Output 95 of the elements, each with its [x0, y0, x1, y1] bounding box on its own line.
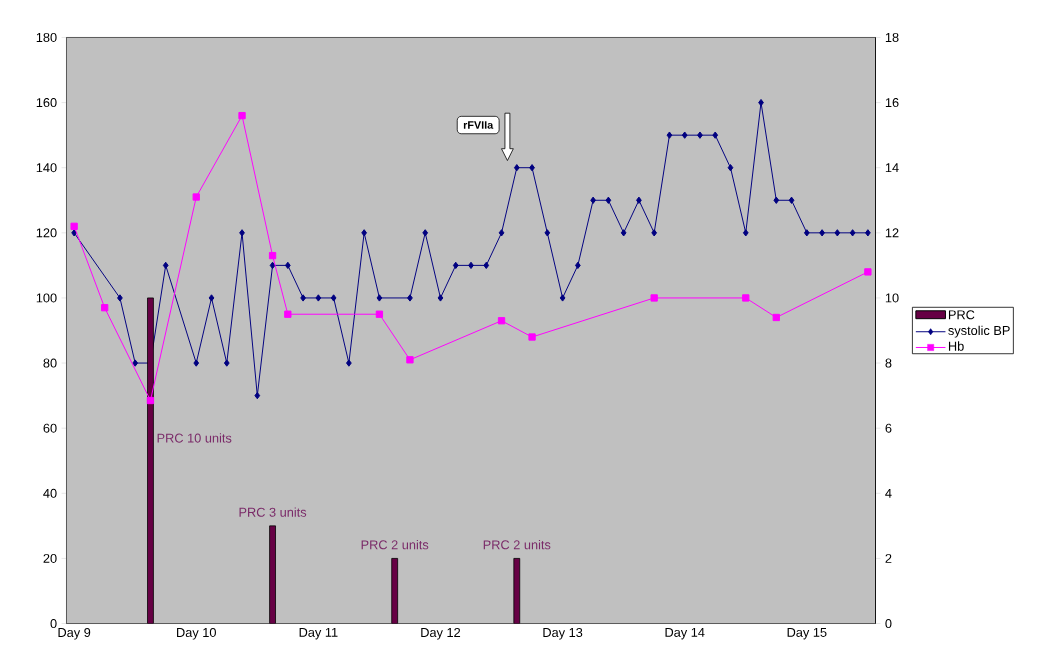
point [407, 294, 413, 302]
point [497, 317, 506, 325]
point [330, 294, 337, 302]
y-tick-label: 120 [36, 228, 57, 238]
point [208, 294, 215, 302]
point [239, 229, 245, 237]
annotation: rFVIIa [463, 121, 494, 129]
x-tick-label: Day 15 [787, 627, 827, 640]
point [117, 294, 123, 302]
y2-tick-label: 18 [885, 32, 899, 43]
x-tick-label: Day 14 [665, 627, 705, 640]
y-tick-label: 160 [36, 98, 57, 108]
point [650, 294, 658, 302]
point [620, 229, 627, 237]
point [727, 164, 734, 172]
point [375, 310, 384, 318]
y-tick-label: 20 [43, 553, 57, 563]
point [101, 304, 109, 312]
point [636, 196, 642, 204]
point [498, 229, 505, 237]
point [773, 196, 780, 204]
point [452, 261, 459, 270]
y2-tick-label: 6 [885, 423, 892, 433]
x-tick-label: Day 9 [58, 627, 91, 640]
x-tick-label: Day 11 [299, 627, 338, 640]
y-tick-label: 80 [43, 358, 57, 368]
point [559, 294, 566, 302]
point [268, 251, 277, 260]
point [269, 261, 276, 270]
point [819, 229, 825, 237]
x-tick-label: Day 13 [543, 627, 583, 640]
point [834, 229, 841, 237]
point [697, 131, 703, 139]
point [742, 294, 750, 302]
y2-tick-label: 10 [885, 293, 899, 303]
legend-label: PRC [948, 310, 975, 320]
y2-tick-label: 16 [885, 98, 899, 108]
point [590, 196, 596, 204]
y2-tick-label: 0 [885, 619, 892, 629]
bar [147, 297, 154, 624]
point [849, 229, 856, 237]
point [300, 294, 306, 302]
y-tick-label: 0 [50, 619, 57, 629]
point [681, 131, 688, 139]
y2-tick-label: 8 [885, 358, 892, 368]
y-tick-label: 60 [43, 423, 57, 433]
annotation: PRC 10 units [157, 433, 232, 443]
point [284, 261, 291, 270]
x-tick-label: Day 10 [177, 627, 216, 640]
point [238, 111, 246, 120]
point [651, 229, 658, 237]
point [803, 229, 810, 237]
y-tick-label: 180 [36, 32, 57, 43]
point [666, 131, 673, 139]
point [605, 196, 612, 204]
y2-tick-label: 4 [885, 488, 892, 498]
y2-tick-label: 2 [885, 553, 892, 563]
point [132, 359, 139, 367]
point [406, 356, 414, 364]
point [193, 359, 200, 367]
point [529, 164, 535, 172]
point [254, 391, 261, 400]
point [315, 294, 322, 302]
point [544, 229, 551, 237]
point [437, 294, 444, 302]
annotation: PRC 2 units [483, 539, 551, 550]
y-tick-label: 40 [43, 488, 57, 498]
point [146, 396, 155, 405]
y-tick-label: 140 [36, 163, 57, 173]
point [865, 229, 871, 237]
point [712, 131, 719, 139]
annotation: PRC 2 units [361, 539, 429, 550]
point [192, 193, 200, 201]
point [742, 229, 749, 237]
point [284, 310, 292, 318]
point [376, 294, 383, 302]
point [528, 333, 536, 341]
annotation: PRC 3 units [239, 507, 307, 517]
point [361, 229, 368, 237]
y-tick-label: 100 [36, 293, 57, 303]
point [70, 222, 78, 230]
point [223, 359, 230, 367]
y2-tick-label: 14 [885, 163, 899, 173]
y2-tick-label: 12 [885, 228, 899, 238]
point [422, 229, 429, 237]
point [788, 196, 795, 204]
point [513, 164, 520, 172]
point [483, 261, 490, 270]
legend-label: systolic BP [948, 325, 1010, 338]
legend-label: Hb [948, 341, 964, 351]
point [772, 313, 780, 322]
point [162, 261, 169, 270]
point [346, 359, 352, 367]
point [864, 268, 872, 276]
x-tick-label: Day 12 [421, 627, 461, 640]
